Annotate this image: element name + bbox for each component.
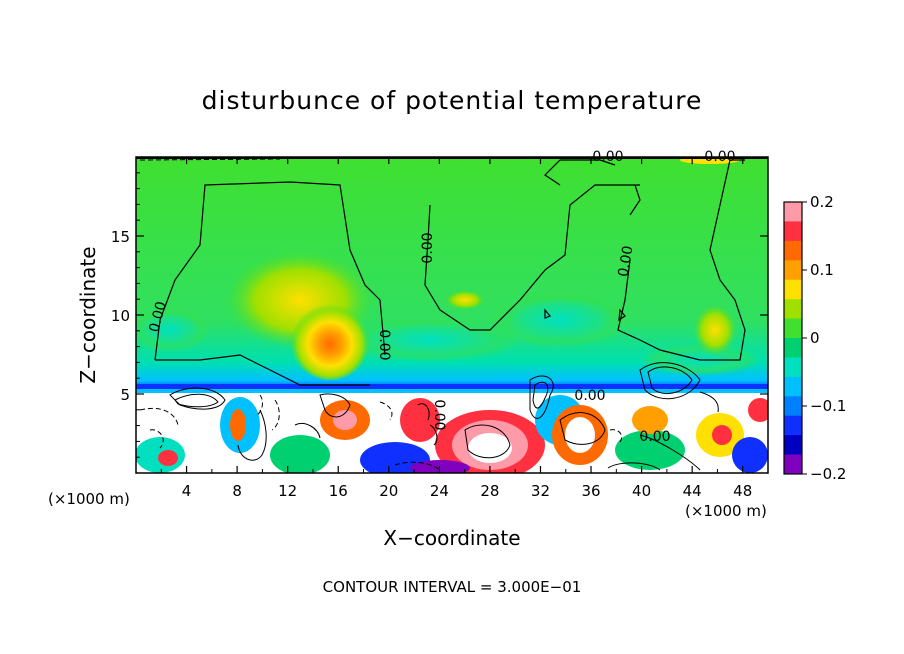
contour-label: 0.00 — [615, 245, 636, 278]
x-tick-label: 20 — [379, 482, 398, 500]
colorbar-swatch — [784, 338, 802, 358]
x-tick-label: 48 — [733, 482, 752, 500]
colorbar-swatch — [784, 415, 802, 436]
contour-interval-note: CONTOUR INTERVAL = 3.000E−01 — [322, 578, 582, 596]
contour-label: 0.00 — [592, 149, 623, 165]
x-axis: 4 8 12 16 20 24 28 32 36 40 44 48 — [160, 157, 752, 500]
y-tick-label: 5 — [120, 386, 130, 404]
negative-contours — [139, 158, 623, 471]
colorbar-swatch — [784, 376, 802, 397]
contour-label: 0.00 — [420, 232, 436, 263]
colorbar-swatch — [784, 318, 802, 339]
x-tick-label: 40 — [632, 482, 651, 500]
colorbar-tick-label: −0.1 — [810, 397, 846, 415]
contour-label: 0.00 — [431, 399, 447, 430]
x-tick-label: 4 — [182, 482, 192, 500]
colorbar-swatch — [784, 260, 802, 281]
colorbar-swatch — [784, 396, 802, 417]
colorbar-tick-label: 0.2 — [810, 193, 834, 211]
colorbar-swatch — [784, 454, 802, 475]
x-tick-label: 32 — [531, 482, 550, 500]
x-tick-label: 28 — [480, 482, 499, 500]
x-tick-label: 36 — [581, 482, 600, 500]
contour-label: 0.00 — [376, 329, 392, 360]
x-tick-label: 24 — [430, 482, 449, 500]
contour-label: 0.00 — [574, 388, 605, 404]
colorbar-swatch — [784, 221, 802, 242]
contour-label: 0.00 — [704, 149, 735, 165]
chart-title: disturbunce of potential temperature — [201, 86, 703, 115]
colorbar-swatch — [784, 240, 802, 261]
colorbar-swatch — [784, 435, 802, 456]
colorbar-swatch — [784, 299, 802, 320]
contour-lines — [154, 159, 746, 386]
y-axis: 5 10 15 — [111, 172, 768, 458]
heatmap-field — [136, 157, 768, 473]
colorbar-tick-label: 0.1 — [810, 261, 834, 279]
colorbar-swatch — [784, 357, 802, 378]
y-tick-label: 10 — [111, 307, 130, 325]
colorbar-tick-label: −0.2 — [810, 465, 846, 483]
x-tick-label: 44 — [683, 482, 702, 500]
colorbar-tick-label: 0 — [810, 329, 820, 347]
colorbar-swatch — [784, 279, 802, 300]
x-tick-label: 16 — [329, 482, 348, 500]
colorbar: 0.2 0.1 0 −0.1 −0.2 — [783, 193, 846, 483]
x-tick-label: 12 — [278, 482, 297, 500]
boundary-contours — [169, 362, 719, 471]
x-unit-label-left: (×1000 m) — [48, 490, 130, 508]
x-unit-label-right: (×1000 m) — [685, 502, 767, 520]
y-tick-label: 15 — [111, 228, 130, 246]
contour-label: 0.00 — [146, 300, 170, 334]
colorbar-swatch — [784, 202, 802, 222]
contour-labels: 0.00 0.00 0.00 0.00 0.00 0.00 0.00 0.00 0.00 — [146, 149, 735, 445]
x-axis-label: X−coordinate — [383, 526, 521, 550]
x-tick-label: 8 — [232, 482, 242, 500]
contour-label: 0.00 — [639, 429, 670, 445]
